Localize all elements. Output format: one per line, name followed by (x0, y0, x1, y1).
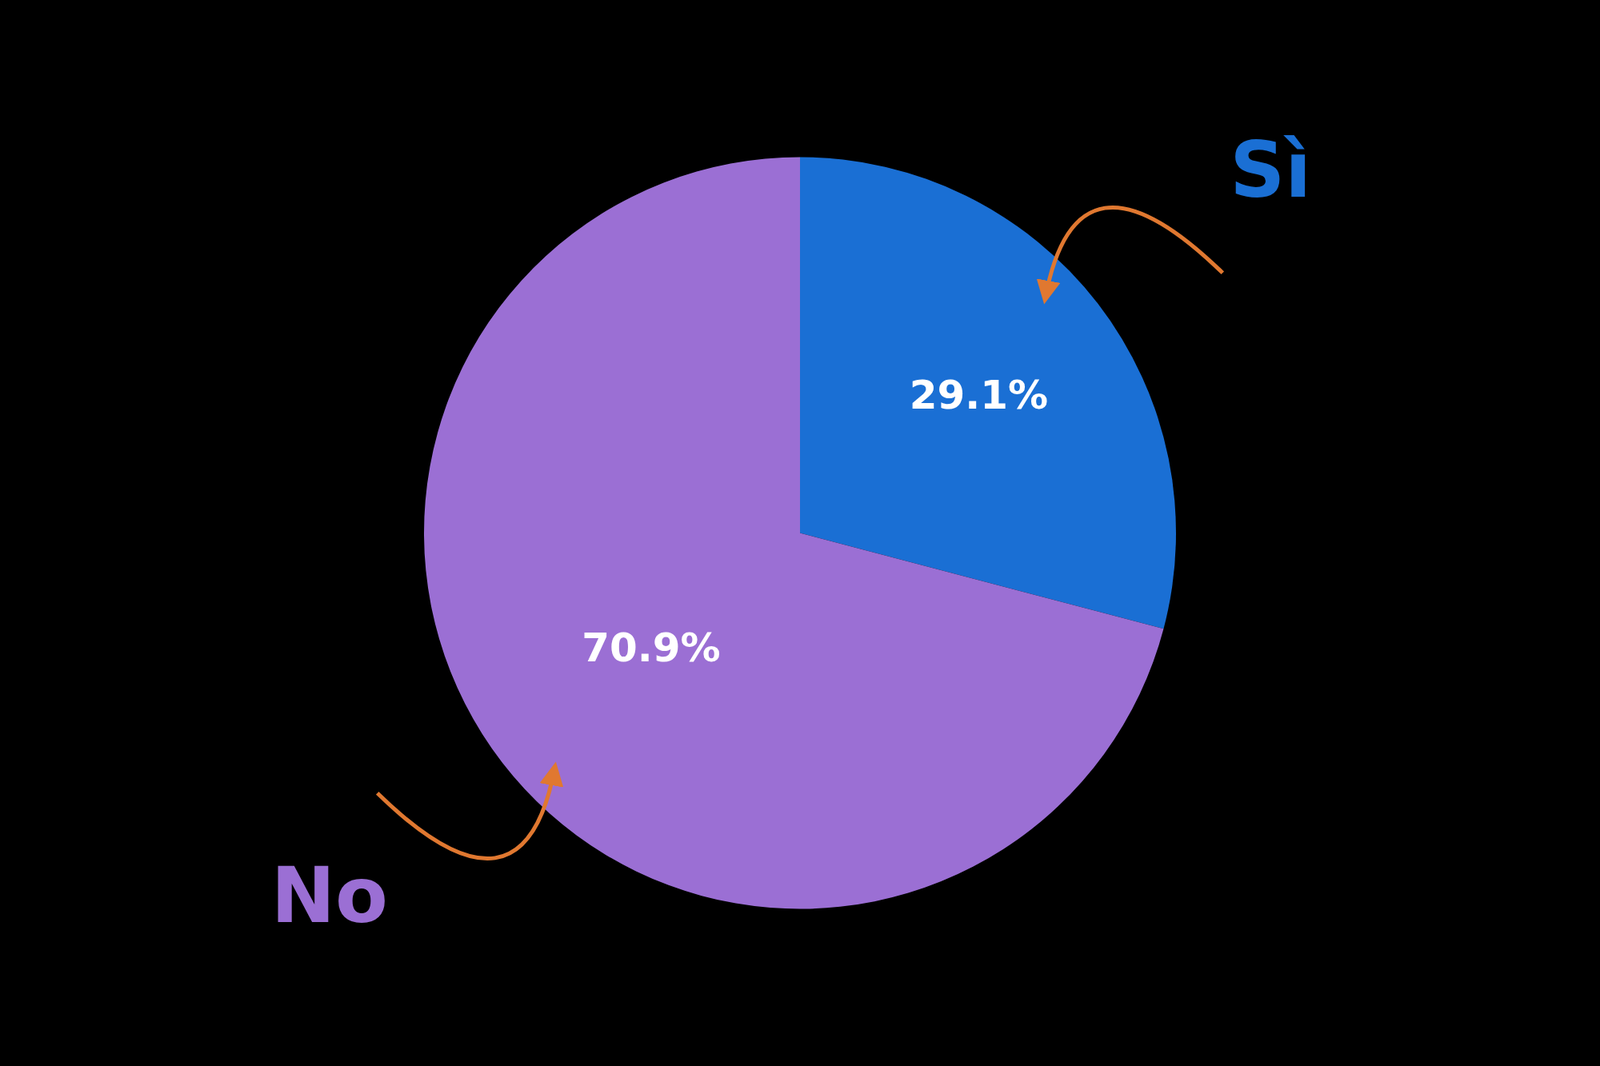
labels: 29.1% Sì 70.9% No (271, 125, 1312, 941)
value-label: 29.1% (909, 372, 1048, 419)
slices (424, 157, 1176, 910)
chart: 29.1% Sì 70.9% No (0, 0, 1600, 1066)
arrow (377, 766, 556, 859)
category-label: Sì (1229, 125, 1312, 216)
arrow (1044, 207, 1223, 300)
category-label: No (271, 851, 388, 941)
value-label: 70.9% (581, 624, 720, 672)
